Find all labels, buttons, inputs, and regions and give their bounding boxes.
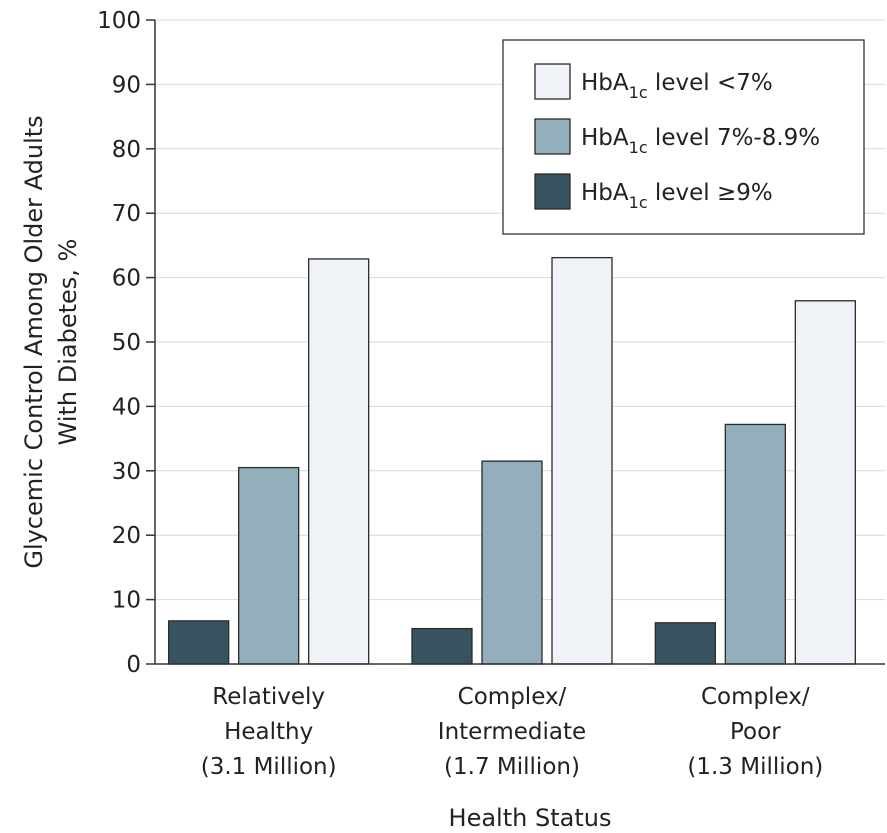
bar	[308, 258, 370, 665]
y-axis-label-line: With Diabetes, %	[54, 239, 82, 446]
y-axis-label: Glycemic Control Among Older Adults With …	[20, 115, 82, 568]
bar	[481, 460, 543, 665]
legend-label: HbA1c level ≥9%	[581, 180, 773, 212]
axes	[146, 19, 885, 665]
category-labels: Relatively Healthy (3.1 Million) Complex/In…	[201, 684, 824, 780]
category-label: (3.1 Million)	[201, 754, 337, 780]
y-tick-label: 100	[97, 8, 141, 34]
y-tick-label: 90	[112, 72, 141, 98]
y-tick-label: 80	[112, 137, 141, 163]
category-label: Relatively	[212, 684, 325, 710]
y-tick-label: 20	[112, 523, 141, 549]
y-tick-label: 0	[126, 652, 141, 678]
category-label: Complex/	[458, 684, 567, 710]
bar	[551, 256, 613, 665]
y-tick-label: 10	[112, 588, 141, 614]
legend-swatch	[534, 118, 571, 155]
legend: HbA1c level <7% HbA1c level 7%-8.9% HbA1c …	[502, 39, 865, 235]
y-axis-label-line: Glycemic Control Among Older Adults	[20, 115, 48, 568]
legend-swatch	[534, 63, 571, 100]
y-tick-label: 60	[112, 266, 141, 292]
legend-label: HbA1c level <7%	[581, 70, 773, 102]
bar	[238, 466, 300, 665]
y-tick-label: 70	[112, 201, 141, 227]
legend-label: HbA1c level 7%-8.9%	[581, 125, 820, 157]
category-label: Healthy	[224, 719, 313, 745]
bar	[168, 620, 230, 665]
bar	[724, 423, 786, 665]
bar	[794, 300, 856, 665]
category-label: Complex/	[701, 684, 810, 710]
bar	[654, 622, 716, 665]
category-label: (1.3 Million)	[687, 754, 823, 780]
y-tick-label: 30	[112, 459, 141, 485]
bar	[411, 627, 473, 665]
y-tick-label: 50	[112, 330, 141, 356]
y-tick-labels: 0 10 20 30 40 50 60 70 80 90 100	[97, 8, 141, 678]
y-tick-label: 40	[112, 394, 141, 420]
legend-swatch	[534, 173, 571, 210]
category-label: Poor	[730, 719, 781, 745]
category-label: (1.7 Million)	[444, 754, 580, 780]
bars	[168, 256, 856, 665]
category-label: Intermediate	[438, 719, 586, 745]
x-axis-label: Health Status	[449, 804, 612, 832]
